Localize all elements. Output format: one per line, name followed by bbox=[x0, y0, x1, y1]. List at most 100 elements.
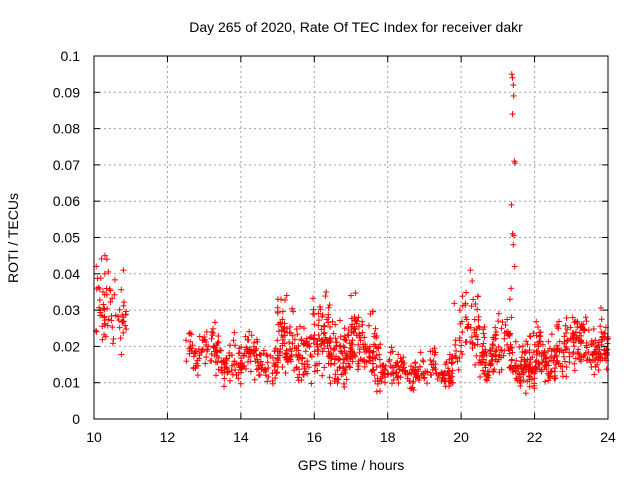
data-point bbox=[572, 355, 579, 362]
data-point bbox=[531, 375, 538, 382]
data-point bbox=[550, 357, 557, 364]
data-point bbox=[427, 348, 434, 355]
data-point bbox=[563, 343, 570, 350]
data-point bbox=[309, 310, 316, 317]
data-point bbox=[338, 348, 345, 355]
data-point bbox=[298, 337, 305, 344]
data-point bbox=[298, 376, 305, 383]
data-point bbox=[189, 342, 196, 349]
data-point bbox=[533, 357, 540, 364]
data-point bbox=[308, 380, 315, 387]
data-point bbox=[353, 318, 360, 325]
data-point bbox=[336, 364, 343, 371]
data-point bbox=[311, 368, 318, 375]
data-point bbox=[237, 360, 244, 367]
data-point bbox=[353, 332, 360, 339]
data-point bbox=[598, 336, 605, 343]
data-point bbox=[315, 317, 322, 324]
data-point bbox=[483, 352, 490, 359]
y-tick-label: 0.06 bbox=[53, 193, 80, 209]
data-point bbox=[574, 318, 581, 325]
data-point bbox=[465, 321, 472, 328]
data-point bbox=[527, 373, 534, 380]
data-point bbox=[515, 365, 522, 372]
data-point bbox=[101, 306, 108, 313]
data-point bbox=[421, 374, 428, 381]
data-point bbox=[552, 361, 559, 368]
data-point bbox=[479, 343, 486, 350]
data-point bbox=[564, 337, 571, 344]
data-point bbox=[555, 325, 562, 332]
data-point bbox=[110, 335, 117, 342]
data-point bbox=[502, 322, 509, 329]
data-point bbox=[449, 379, 456, 386]
data-point bbox=[192, 365, 199, 372]
data-point bbox=[112, 312, 119, 319]
data-point bbox=[272, 374, 279, 381]
data-point bbox=[571, 367, 578, 374]
data-point bbox=[280, 328, 287, 335]
data-point bbox=[345, 327, 352, 334]
data-point bbox=[297, 323, 304, 330]
data-point bbox=[395, 351, 402, 358]
y-tick-label: 0.01 bbox=[53, 375, 80, 391]
data-point bbox=[349, 341, 356, 348]
data-point bbox=[337, 333, 344, 340]
data-point bbox=[378, 378, 385, 385]
data-point bbox=[509, 74, 516, 81]
data-point bbox=[354, 366, 361, 373]
data-point bbox=[479, 349, 486, 356]
data-point bbox=[601, 334, 608, 341]
data-point bbox=[310, 295, 317, 302]
data-point bbox=[226, 342, 233, 349]
data-point bbox=[380, 362, 387, 369]
data-point bbox=[501, 335, 508, 342]
data-point bbox=[99, 336, 106, 343]
data-point bbox=[364, 345, 371, 352]
data-point bbox=[534, 324, 541, 331]
data-point bbox=[257, 358, 264, 365]
data-point bbox=[386, 356, 393, 363]
data-point bbox=[412, 360, 419, 367]
data-point bbox=[225, 368, 232, 375]
data-point bbox=[326, 302, 333, 309]
data-point bbox=[283, 325, 290, 332]
data-point bbox=[306, 334, 313, 341]
data-point bbox=[238, 344, 245, 351]
data-point bbox=[449, 367, 456, 374]
data-point bbox=[274, 337, 281, 344]
data-point bbox=[427, 357, 434, 364]
data-point bbox=[533, 349, 540, 356]
data-point bbox=[595, 357, 602, 364]
data-point bbox=[119, 311, 126, 318]
data-point bbox=[329, 318, 336, 325]
data-point bbox=[451, 300, 458, 307]
data-point bbox=[255, 372, 262, 379]
data-point bbox=[327, 380, 334, 387]
data-point bbox=[445, 371, 452, 378]
data-point bbox=[213, 352, 220, 359]
data-point bbox=[325, 314, 332, 321]
data-point bbox=[591, 371, 598, 378]
axis-ticks bbox=[93, 55, 609, 420]
data-point bbox=[464, 325, 471, 332]
data-point bbox=[365, 322, 372, 329]
data-point bbox=[459, 329, 466, 336]
data-point bbox=[373, 352, 380, 359]
data-point bbox=[275, 357, 282, 364]
data-point bbox=[441, 369, 448, 376]
data-point bbox=[215, 339, 222, 346]
data-point bbox=[489, 341, 496, 348]
data-point bbox=[247, 350, 254, 357]
data-point bbox=[508, 71, 515, 78]
data-point bbox=[575, 346, 582, 353]
data-point bbox=[235, 375, 242, 382]
data-point bbox=[356, 332, 363, 339]
data-point bbox=[221, 369, 228, 376]
data-point bbox=[442, 383, 449, 390]
data-point bbox=[274, 304, 281, 311]
data-point bbox=[212, 372, 219, 379]
data-point bbox=[203, 328, 210, 335]
data-point bbox=[190, 353, 197, 360]
data-point bbox=[576, 329, 583, 336]
